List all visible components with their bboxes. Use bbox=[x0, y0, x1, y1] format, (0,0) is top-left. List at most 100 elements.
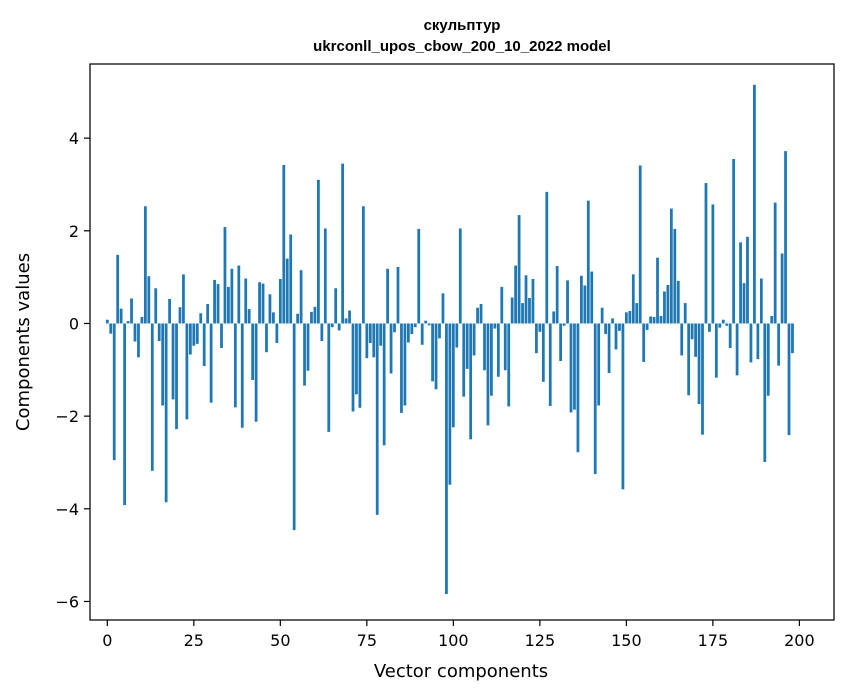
bar-96 bbox=[438, 323, 441, 339]
bar-15 bbox=[157, 323, 161, 342]
bar-4 bbox=[119, 308, 123, 324]
bar-194 bbox=[777, 323, 781, 366]
bar-160 bbox=[659, 316, 663, 324]
bar-80 bbox=[382, 323, 386, 446]
bar-66 bbox=[334, 288, 338, 324]
bar-191 bbox=[766, 323, 770, 396]
bar-167 bbox=[683, 303, 687, 324]
bar-20 bbox=[175, 323, 178, 430]
bar-42 bbox=[251, 323, 255, 380]
y-tick-label: −2 bbox=[55, 407, 79, 426]
bar-0 bbox=[105, 319, 109, 324]
bar-21 bbox=[178, 307, 182, 324]
bar-56 bbox=[299, 270, 303, 324]
bar-58 bbox=[306, 323, 310, 371]
bar-28 bbox=[202, 323, 206, 367]
x-tick-label: 100 bbox=[438, 631, 469, 650]
bar-155 bbox=[642, 323, 646, 362]
bar-23 bbox=[185, 323, 189, 420]
bar-106 bbox=[472, 323, 476, 356]
bar-141 bbox=[593, 323, 597, 475]
bar-140 bbox=[590, 271, 594, 324]
bar-50 bbox=[278, 278, 282, 324]
bar-101 bbox=[455, 323, 459, 348]
bar-157 bbox=[649, 316, 652, 324]
x-tick-label: 75 bbox=[357, 631, 377, 650]
bar-144 bbox=[604, 323, 607, 335]
bar-156 bbox=[645, 323, 649, 330]
bar-26 bbox=[195, 323, 199, 344]
bar-12 bbox=[147, 276, 151, 324]
bar-197 bbox=[787, 323, 791, 436]
bar-55 bbox=[296, 313, 300, 324]
bar-142 bbox=[597, 323, 601, 406]
bar-163 bbox=[669, 208, 673, 324]
bar-113 bbox=[496, 323, 500, 377]
bar-30 bbox=[209, 323, 213, 403]
bar-25 bbox=[192, 323, 196, 346]
bar-137 bbox=[580, 275, 583, 324]
bar-178 bbox=[721, 319, 725, 324]
bar-49 bbox=[275, 323, 279, 343]
bar-79 bbox=[379, 323, 383, 346]
bar-67 bbox=[337, 323, 341, 331]
bar-158 bbox=[652, 316, 656, 324]
bar-14 bbox=[154, 288, 158, 324]
bar-135 bbox=[573, 323, 576, 410]
bar-97 bbox=[441, 293, 445, 324]
bar-153 bbox=[635, 303, 639, 324]
bar-61 bbox=[317, 179, 320, 324]
bar-127 bbox=[545, 191, 549, 324]
bar-123 bbox=[531, 278, 535, 324]
x-tick-label: 50 bbox=[270, 631, 290, 650]
bar-187 bbox=[753, 84, 756, 324]
bar-24 bbox=[188, 323, 192, 355]
bar-114 bbox=[500, 286, 504, 324]
y-tick-label: 2 bbox=[69, 222, 79, 241]
bar-188 bbox=[756, 323, 760, 360]
bar-46 bbox=[265, 323, 268, 353]
bar-34 bbox=[223, 227, 227, 324]
bar-143 bbox=[600, 307, 604, 324]
bar-152 bbox=[631, 274, 635, 324]
bar-130 bbox=[555, 266, 559, 324]
bar-170 bbox=[694, 323, 697, 357]
bar-38 bbox=[237, 265, 241, 324]
bar-72 bbox=[355, 323, 358, 395]
bar-166 bbox=[680, 323, 684, 356]
bar-73 bbox=[358, 323, 362, 408]
bar-57 bbox=[303, 323, 306, 386]
bar-18 bbox=[168, 298, 171, 324]
bar-45 bbox=[261, 283, 265, 324]
bar-109 bbox=[483, 323, 486, 371]
bar-7 bbox=[130, 298, 133, 324]
bar-2 bbox=[112, 323, 116, 461]
bar-117 bbox=[510, 297, 514, 324]
bar-8 bbox=[133, 323, 137, 342]
x-tick-label: 0 bbox=[102, 631, 112, 650]
bar-138 bbox=[583, 285, 587, 324]
bar-92 bbox=[424, 320, 428, 324]
x-tick-label: 25 bbox=[184, 631, 204, 650]
bar-91 bbox=[420, 323, 424, 345]
bar-182 bbox=[735, 323, 739, 376]
bar-71 bbox=[351, 323, 355, 412]
bar-151 bbox=[628, 310, 632, 324]
bar-13 bbox=[150, 323, 154, 471]
bar-162 bbox=[666, 285, 670, 324]
bar-17 bbox=[164, 323, 168, 503]
bar-75 bbox=[365, 323, 369, 359]
bar-102 bbox=[458, 228, 462, 324]
bar-128 bbox=[548, 323, 552, 406]
bar-122 bbox=[528, 297, 531, 324]
bar-84 bbox=[396, 266, 400, 324]
bar-93 bbox=[427, 323, 431, 326]
bar-1 bbox=[109, 323, 113, 334]
bar-171 bbox=[697, 323, 701, 405]
y-axis-label: Components values bbox=[13, 253, 34, 431]
bar-185 bbox=[746, 236, 749, 324]
bar-5 bbox=[123, 323, 126, 506]
bar-86 bbox=[403, 323, 407, 406]
bar-68 bbox=[341, 163, 344, 324]
